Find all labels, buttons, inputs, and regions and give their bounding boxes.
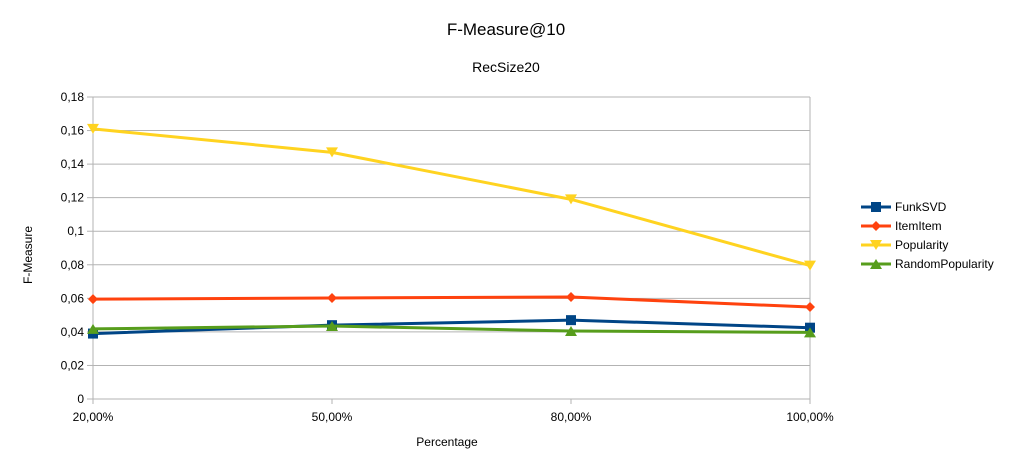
series-popularity bbox=[87, 123, 816, 271]
gridlines bbox=[87, 96, 811, 400]
data-point bbox=[566, 291, 576, 302]
x-tick-label: 50,00% bbox=[312, 410, 353, 424]
legend-marker bbox=[871, 221, 881, 231]
y-axis-label: F-Measure bbox=[21, 226, 35, 284]
y-tick-label: 0,08 bbox=[61, 258, 85, 272]
data-point bbox=[805, 302, 815, 313]
data-point bbox=[804, 327, 816, 338]
legend-label: FunkSVD bbox=[895, 200, 947, 214]
legend-item: ItemItem bbox=[861, 219, 942, 233]
data-point bbox=[88, 294, 98, 305]
data-point bbox=[804, 260, 816, 271]
series-group bbox=[87, 123, 816, 339]
y-tick-label: 0,14 bbox=[61, 157, 85, 171]
x-axis-label: Percentage bbox=[416, 435, 478, 449]
x-tick-label: 80,00% bbox=[551, 410, 592, 424]
legend-item: Popularity bbox=[861, 238, 948, 252]
data-point bbox=[87, 323, 99, 334]
y-tick-label: 0,1 bbox=[67, 224, 84, 238]
legend-label: ItemItem bbox=[895, 219, 942, 233]
data-point bbox=[565, 194, 577, 205]
chart-title: F-Measure@10 bbox=[447, 20, 565, 39]
series-line bbox=[92, 318, 811, 336]
x-tick-label: 100,00% bbox=[786, 410, 834, 424]
data-point bbox=[565, 326, 577, 337]
series-line bbox=[92, 127, 811, 268]
y-axis-ticks: 0 0,02 0,04 0,06 0,08 0,1 0,12 0,14 0,16 0,18 bbox=[61, 90, 85, 406]
y-tick-label: 0,18 bbox=[61, 90, 85, 104]
legend: FunkSVD ItemItem Popularity RandomPopularit… bbox=[861, 200, 994, 271]
legend-item: FunkSVD bbox=[861, 200, 947, 214]
legend-marker bbox=[870, 240, 882, 250]
series-itemitem bbox=[88, 291, 815, 313]
legend-marker bbox=[871, 202, 881, 212]
data-point bbox=[327, 292, 337, 303]
chart-subtitle: RecSize20 bbox=[472, 59, 540, 75]
data-point bbox=[566, 315, 576, 326]
y-tick-label: 0,02 bbox=[61, 358, 85, 372]
y-tick-label: 0,12 bbox=[61, 191, 85, 205]
y-tick-label: 0 bbox=[77, 392, 84, 406]
x-tick-label: 20,00% bbox=[73, 410, 114, 424]
legend-label: Popularity bbox=[895, 238, 948, 252]
data-point bbox=[326, 147, 338, 158]
legend-item: RandomPopularity bbox=[861, 257, 994, 271]
legend-label: RandomPopularity bbox=[895, 257, 994, 271]
series-line bbox=[92, 295, 811, 309]
data-point bbox=[87, 123, 99, 134]
y-tick-label: 0,06 bbox=[61, 291, 85, 305]
series-randompopularity bbox=[87, 321, 816, 338]
legend-marker bbox=[870, 259, 882, 269]
series-line bbox=[92, 324, 811, 334]
y-tick-label: 0,04 bbox=[61, 325, 85, 339]
y-tick-label: 0,16 bbox=[61, 124, 85, 138]
x-axis-ticks: 20,00% 50,00% 80,00% 100,00% bbox=[73, 399, 834, 424]
data-point bbox=[326, 321, 338, 332]
